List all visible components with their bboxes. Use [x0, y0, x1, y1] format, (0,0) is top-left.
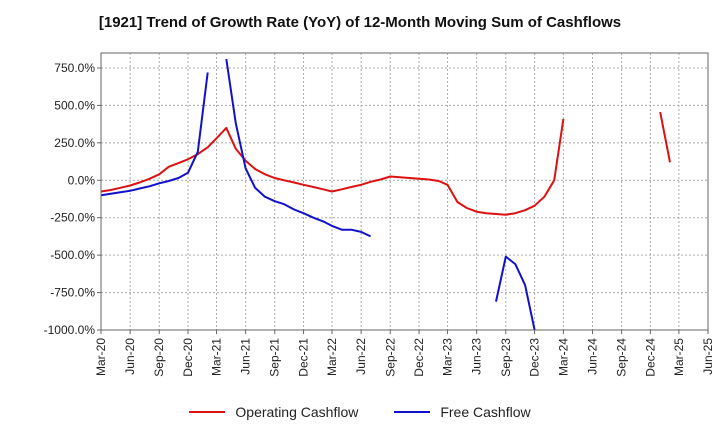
series-lines	[101, 58, 671, 330]
x-tick-label: Sep-22	[383, 338, 397, 377]
legend-item-free: Free Cashflow	[394, 404, 531, 420]
y-tick-label: -1000.0%	[44, 323, 96, 337]
plot-frame	[100, 52, 709, 331]
legend: Operating Cashflow Free Cashflow	[0, 404, 720, 420]
chart-title: [1921] Trend of Growth Rate (YoY) of 12-…	[98, 14, 622, 31]
y-tick-label: 500.0%	[54, 98, 95, 112]
x-tick-label: Mar-21	[210, 338, 224, 376]
x-tick-label: Dec-22	[412, 338, 426, 377]
y-tick-label: -750.0%	[50, 286, 95, 300]
x-tick-label: Mar-20	[94, 338, 108, 376]
x-tick-label: Sep-24	[615, 338, 629, 377]
legend-label-free: Free Cashflow	[440, 404, 531, 420]
grid-lines	[100, 53, 709, 331]
x-axis-ticks: Mar-20 Jun-20 Sep-20 Dec-20 Mar-21 Jun-21 Sep-…	[94, 330, 715, 377]
y-tick-label: 750.0%	[54, 61, 95, 75]
x-tick-label: Sep-20	[152, 338, 166, 377]
legend-swatch-operating	[189, 411, 226, 413]
series-line-operating-cashflow	[659, 111, 671, 163]
x-tick-label: Mar-23	[441, 338, 455, 376]
x-tick-label: Sep-23	[499, 338, 513, 377]
x-tick-label: Mar-24	[556, 338, 570, 376]
series-line-free-cashflow	[495, 255, 536, 330]
legend-label-operating: Operating Cashflow	[235, 404, 359, 420]
x-tick-label: Mar-22	[325, 338, 339, 376]
legend-swatch-free	[394, 411, 431, 413]
x-tick-label: Jun-23	[470, 338, 484, 375]
series-line-operating-cashflow	[101, 118, 565, 216]
x-tick-label: Dec-21	[297, 338, 311, 377]
x-tick-label: Jun-25	[701, 338, 715, 375]
y-tick-label: 0.0%	[68, 173, 96, 187]
x-tick-label: Sep-21	[268, 338, 282, 377]
x-tick-label: Dec-23	[528, 338, 542, 377]
x-tick-label: Jun-24	[585, 338, 599, 375]
x-tick-label: Jun-21	[239, 338, 253, 375]
x-tick-label: Dec-24	[643, 338, 657, 377]
series-line-free-cashflow	[101, 72, 209, 197]
x-tick-label: Mar-25	[672, 338, 686, 376]
y-tick-label: -250.0%	[50, 211, 95, 225]
y-axis-ticks: 750.0% 500.0% 250.0% 0.0% -250.0% -500.0% -750…	[44, 61, 101, 337]
y-tick-label: 250.0%	[54, 136, 95, 150]
series-line-free-cashflow	[225, 58, 372, 238]
y-tick-label: -500.0%	[50, 248, 95, 262]
x-tick-label: Dec-20	[181, 338, 195, 377]
x-tick-label: Jun-22	[354, 338, 368, 375]
x-tick-label: Jun-20	[123, 338, 137, 375]
legend-item-operating: Operating Cashflow	[189, 404, 358, 420]
